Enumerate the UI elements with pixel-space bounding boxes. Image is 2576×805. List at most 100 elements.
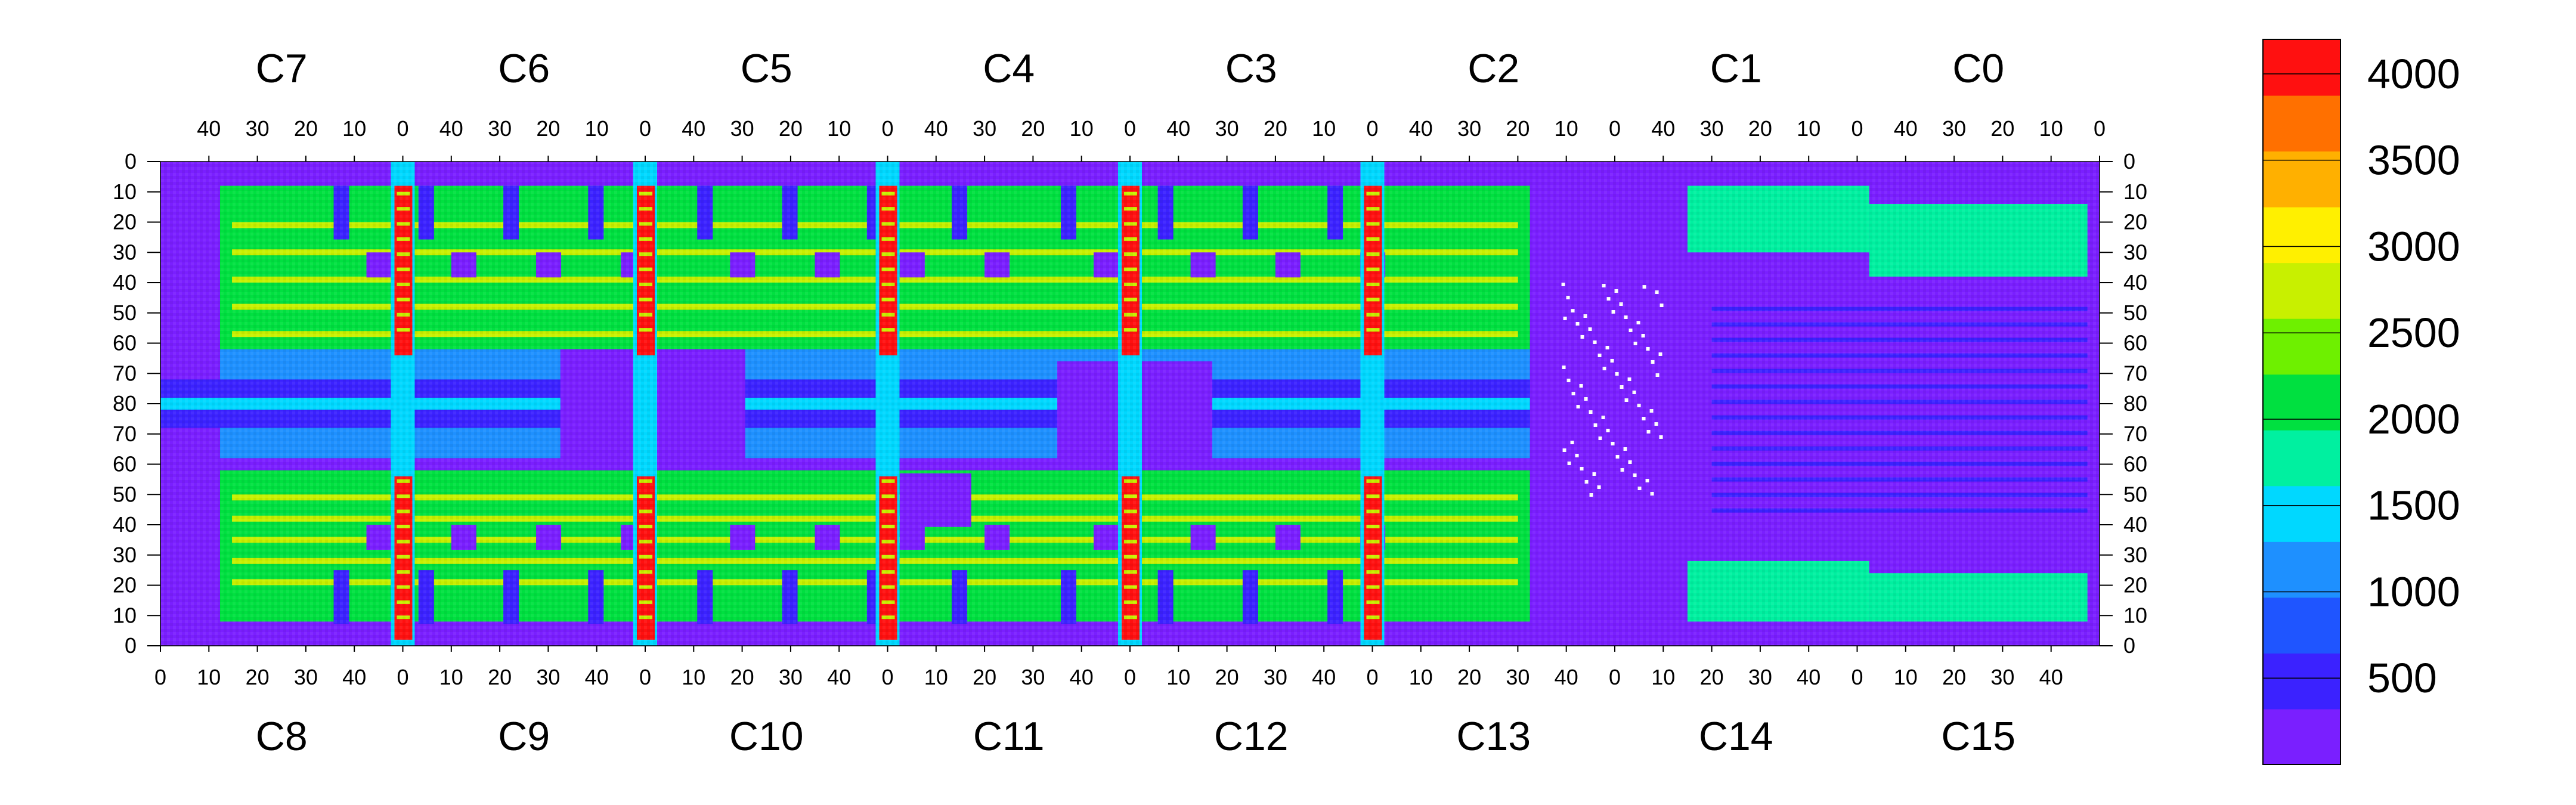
- colorbar-segment: [2263, 95, 2340, 152]
- bottom-tick-label: 40: [1312, 665, 1336, 689]
- top-module-label: C3: [1225, 46, 1277, 91]
- top-tick-label: 10: [1797, 116, 1820, 141]
- bottom-tick-label: 40: [1797, 665, 1820, 689]
- top-tick-label: 20: [1748, 116, 1772, 141]
- right-y-tick-label: 40: [2123, 270, 2147, 295]
- bottom-tick-label: 20: [488, 665, 512, 689]
- colorbar-segment: [2263, 39, 2340, 96]
- colorbar-segment: [2263, 485, 2340, 542]
- right-y-tick-label: 10: [2123, 603, 2147, 627]
- top-module-label: C0: [1952, 46, 2004, 91]
- top-tick-label: 30: [488, 116, 512, 141]
- bottom-tick-label: 30: [294, 665, 318, 689]
- right-y-tick-label: 50: [2123, 301, 2147, 325]
- top-tick-label: 40: [1651, 116, 1675, 141]
- top-tick-label: 40: [1409, 116, 1433, 141]
- bottom-axis-ticks: 0 10 20 30 40 0 10 20 30 40 0 10 20 30 40 0 10 20 30 40 0 10 2…: [154, 646, 2063, 689]
- bottom-tick-label: 40: [2039, 665, 2063, 689]
- top-tick-label: 20: [1264, 116, 1287, 141]
- right-y-tick-label: 50: [2123, 482, 2147, 506]
- top-tick-label: 10: [827, 116, 851, 141]
- top-tick-label: 30: [1457, 116, 1481, 141]
- top-module-label: C5: [741, 46, 792, 91]
- right-y-tick-label: 30: [2123, 240, 2147, 264]
- right-y-tick-label: 10: [2123, 179, 2147, 204]
- left-y-tick-label: 70: [113, 361, 137, 385]
- bottom-tick-label: 0: [1851, 665, 1863, 689]
- top-tick-label: 0: [1366, 116, 1378, 141]
- colorbar-segment: [2263, 541, 2340, 598]
- bottom-module-label: C10: [729, 714, 804, 759]
- top-tick-label: 20: [1990, 116, 2014, 141]
- left-y-tick-label: 20: [113, 210, 137, 234]
- colorbar-segment: [2263, 318, 2340, 375]
- bottom-module-label: C14: [1699, 714, 1773, 759]
- bottom-tick-label: 20: [246, 665, 270, 689]
- colorbar-segment: [2263, 597, 2340, 654]
- bottom-module-label: C9: [498, 714, 550, 759]
- left-y-tick-label: 10: [113, 603, 137, 627]
- colorbar-frame: [2262, 39, 2341, 765]
- top-tick-label: 30: [1700, 116, 1724, 141]
- top-tick-label: 20: [536, 116, 560, 141]
- top-tick-label: 0: [397, 116, 408, 141]
- bottom-tick-label: 0: [1609, 665, 1621, 689]
- colorbar-segment: [2263, 206, 2340, 264]
- top-tick-label: 20: [779, 116, 803, 141]
- bottom-module-label: C12: [1214, 714, 1289, 759]
- bottom-tick-label: 40: [1070, 665, 1094, 689]
- top-tick-label: 10: [342, 116, 366, 141]
- bottom-tick-label: 30: [1264, 665, 1287, 689]
- right-y-tick-label: 70: [2123, 361, 2147, 385]
- bottom-tick-label: 20: [1700, 665, 1724, 689]
- right-y-tick-label: 20: [2123, 573, 2147, 597]
- top-module-labels: C7 C6 C5 C4 C3 C2 C1 C0: [256, 46, 2004, 91]
- bottom-tick-label: 0: [639, 665, 651, 689]
- top-module-label: C4: [983, 46, 1035, 91]
- left-y-tick-label: 60: [113, 452, 137, 476]
- colorbar-segment: [2263, 652, 2340, 710]
- top-tick-label: 40: [1894, 116, 1918, 141]
- right-y-axis: 0 10 20 30 40 50 60 70 80 70 60 50 40 30 20 10 0: [2100, 149, 2147, 658]
- top-tick-label: 40: [682, 116, 705, 141]
- bottom-tick-label: 10: [197, 665, 221, 689]
- left-y-tick-label: 0: [125, 633, 137, 658]
- bottom-module-label: C13: [1456, 714, 1531, 759]
- bottom-tick-label: 10: [1409, 665, 1433, 689]
- left-y-tick-label: 20: [113, 573, 137, 597]
- left-y-tick-label: 50: [113, 482, 137, 506]
- left-y-tick-label: 0: [125, 149, 137, 174]
- bottom-tick-label: 10: [1166, 665, 1190, 689]
- colorbar-tick-label: 1500: [2367, 482, 2460, 529]
- bottom-tick-label: 30: [1506, 665, 1530, 689]
- colorbar-segment: [2263, 708, 2340, 765]
- right-y-tick-label: 0: [2123, 633, 2135, 658]
- right-y-tick-label: 30: [2123, 543, 2147, 567]
- top-tick-label: 0: [1124, 116, 1136, 141]
- top-tick-label: 10: [2039, 116, 2063, 141]
- top-module-label: C7: [256, 46, 308, 91]
- top-axis-ticks: 40 30 20 10 0 40 30 20 10 0 40 30 20 10 0 40 30 20 10 0 40 30…: [197, 116, 2106, 162]
- left-y-tick-label: 40: [113, 512, 137, 537]
- top-module-label: C2: [1467, 46, 1519, 91]
- bottom-tick-label: 40: [342, 665, 366, 689]
- top-tick-label: 30: [246, 116, 270, 141]
- colorbar-segment: [2263, 429, 2340, 487]
- bottom-tick-label: 10: [924, 665, 948, 689]
- colorbar-tick-label: 2000: [2367, 396, 2460, 442]
- colorbar-tick-label: 500: [2367, 655, 2437, 701]
- colorbar-tick-label: 1000: [2367, 568, 2460, 615]
- bottom-tick-label: 10: [439, 665, 463, 689]
- colorbar-tick-label: 3000: [2367, 223, 2460, 270]
- bottom-tick-label: 30: [1748, 665, 1772, 689]
- left-y-tick-label: 50: [113, 301, 137, 325]
- bottom-tick-label: 30: [536, 665, 560, 689]
- bottom-module-labels: C8 C9 C10 C11 C12 C13 C14 C15: [256, 714, 2015, 759]
- left-y-tick-label: 10: [113, 179, 137, 204]
- right-y-tick-label: 0: [2123, 149, 2135, 174]
- right-y-tick-label: 40: [2123, 512, 2147, 537]
- bottom-tick-label: 30: [1990, 665, 2014, 689]
- top-tick-label: 30: [1942, 116, 1966, 141]
- colorbar: 500 1000 1500 2000 2500 3000 3500 4000: [2262, 39, 2460, 765]
